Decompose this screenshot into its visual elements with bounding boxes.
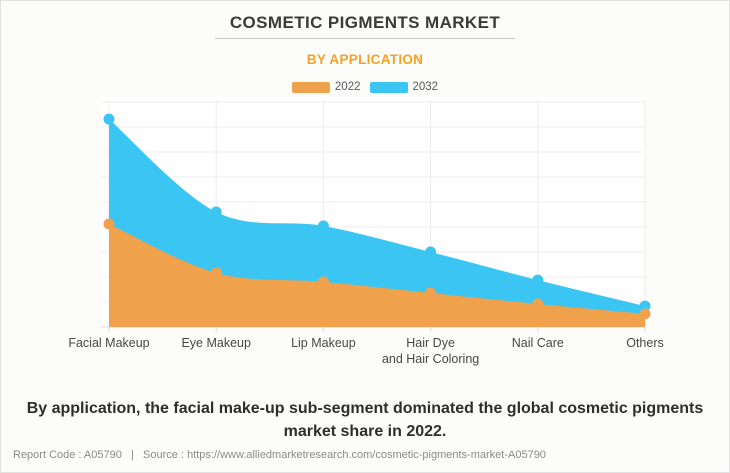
- title-divider: [215, 38, 515, 39]
- legend-label-2022: 2022: [334, 81, 361, 93]
- report-footer: Report Code : A05790 | Source : https://…: [13, 449, 546, 461]
- legend-swatch-2032-icon: [369, 81, 408, 93]
- chart-caption-text: By application, the facial make-up sub-s…: [26, 400, 704, 440]
- area-2032: [109, 119, 645, 327]
- chart-legend: 2022 2032: [1, 81, 729, 93]
- data-point-2022[interactable]: [103, 218, 115, 230]
- x-axis-label: Lip Makeup: [291, 336, 356, 350]
- data-point-2032[interactable]: [210, 206, 222, 218]
- data-point-2022[interactable]: [532, 298, 544, 310]
- x-axis-label: Facial Makeup: [68, 336, 149, 350]
- x-axis-label: Hair Dye and Hair Coloring: [382, 336, 479, 366]
- data-point-2032[interactable]: [317, 220, 329, 232]
- legend-swatch-2022-icon: [291, 81, 330, 93]
- chart-subtitle: BY APPLICATION: [306, 52, 424, 67]
- data-point-2022[interactable]: [210, 267, 222, 279]
- x-axis-label: Nail Care: [512, 336, 564, 350]
- data-point-2032[interactable]: [425, 246, 437, 258]
- data-point-2032[interactable]: [532, 274, 544, 286]
- data-point-2022[interactable]: [317, 276, 329, 288]
- x-axis-label: Others: [626, 336, 664, 350]
- data-point-2022[interactable]: [639, 308, 651, 320]
- legend-item-2022[interactable]: 2022: [291, 81, 361, 93]
- page-title: COSMETIC PIGMENTS MARKET: [229, 13, 501, 32]
- area-2022: [109, 223, 645, 327]
- x-axis-label: Eye Makeup: [181, 336, 251, 350]
- chart-caption: By application, the facial make-up sub-s…: [1, 397, 729, 443]
- data-point-2032[interactable]: [639, 300, 651, 312]
- data-point-2022[interactable]: [425, 287, 437, 299]
- legend-item-2032[interactable]: 2032: [369, 81, 439, 93]
- data-point-2032[interactable]: [103, 113, 115, 125]
- legend-label-2032: 2032: [412, 81, 439, 93]
